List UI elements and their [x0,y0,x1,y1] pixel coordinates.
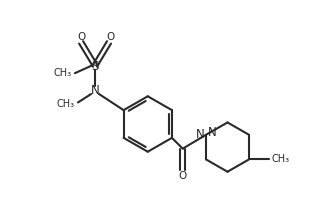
Text: CH₃: CH₃ [54,68,72,78]
Text: CH₃: CH₃ [271,154,290,165]
Text: N: N [208,126,216,139]
Text: O: O [179,171,187,181]
Text: S: S [91,60,99,73]
Text: O: O [106,32,115,42]
Text: O: O [77,32,85,42]
Text: N: N [196,128,204,141]
Text: N: N [91,84,100,97]
Text: CH₃: CH₃ [57,99,75,109]
